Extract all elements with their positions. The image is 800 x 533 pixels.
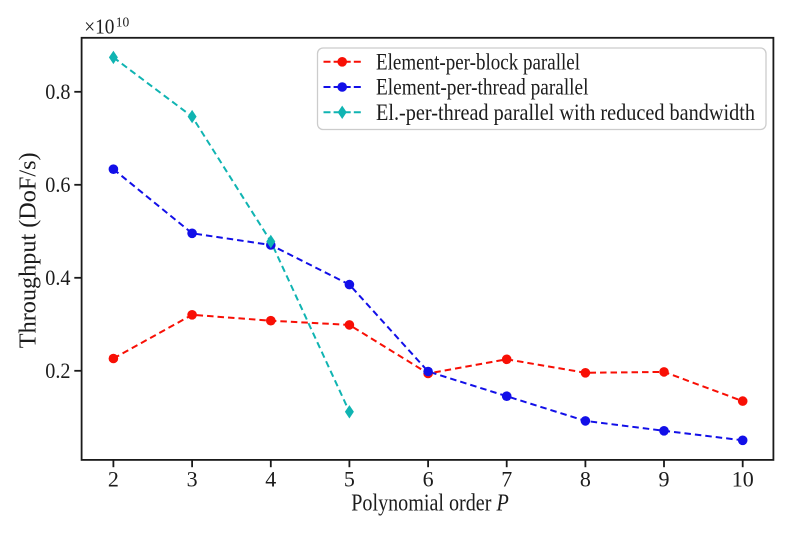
- svg-text:10: 10: [116, 15, 130, 30]
- svg-text:0.2: 0.2: [45, 358, 70, 383]
- svg-text:7: 7: [501, 467, 512, 492]
- svg-text:Element-per-block parallel: Element-per-block parallel: [376, 50, 580, 75]
- svg-text:0.4: 0.4: [45, 265, 70, 290]
- svg-text:8: 8: [580, 467, 591, 492]
- svg-text:Element-per-thread parallel: Element-per-thread parallel: [376, 75, 589, 100]
- svg-text:Polynomial order P: Polynomial order P: [351, 491, 509, 517]
- svg-text:3: 3: [187, 467, 198, 492]
- svg-text:6: 6: [423, 467, 434, 492]
- svg-text:4: 4: [265, 467, 276, 492]
- svg-text:9: 9: [659, 467, 670, 492]
- svg-text:0.6: 0.6: [45, 172, 70, 197]
- svg-text:0.8: 0.8: [45, 79, 70, 104]
- svg-text:El.-per-thread parallel with r: El.-per-thread parallel with reduced ban…: [376, 100, 755, 125]
- svg-text:×10: ×10: [84, 14, 114, 38]
- svg-text:5: 5: [344, 467, 355, 492]
- svg-text:10: 10: [732, 467, 754, 492]
- svg-text:Throughput (DoF/s): Throughput (DoF/s): [16, 152, 42, 348]
- svg-text:2: 2: [108, 467, 119, 492]
